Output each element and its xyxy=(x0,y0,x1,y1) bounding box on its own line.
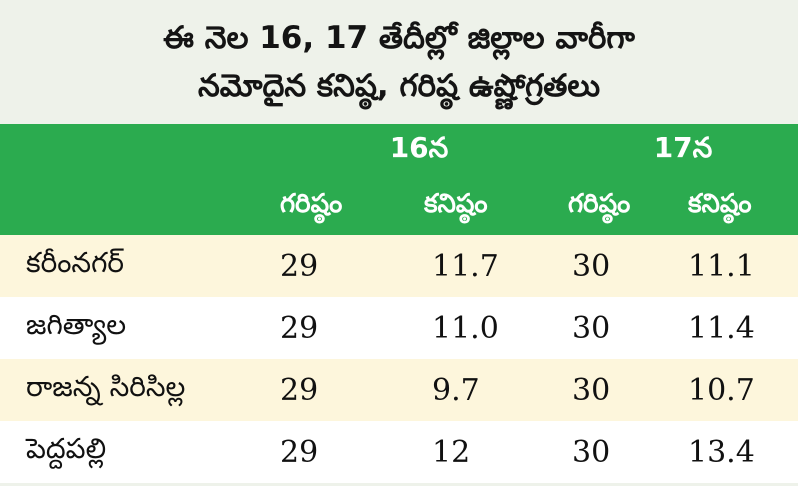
max-16-value: 29 xyxy=(280,310,319,346)
max-17-value: 30 xyxy=(572,310,611,346)
district-name: కరీంనగర్ xyxy=(26,246,125,279)
min-17-value: 10.7 xyxy=(688,372,755,408)
min-16-value: 12 xyxy=(432,434,471,470)
district-name: రాజన్న సిరిసిల్ల xyxy=(26,370,186,403)
header-max-16: గరిష్ఠం xyxy=(280,188,343,219)
header-min-16: కనిష్ఠం xyxy=(424,188,488,219)
min-16-value: 11.7 xyxy=(432,248,499,284)
table-header: 16న 17న గరిష్ఠం కనిష్ఠం గరిష్ఠం కనిష్ఠం xyxy=(0,124,798,235)
max-16-value: 29 xyxy=(280,372,319,408)
max-17-value: 30 xyxy=(572,434,611,470)
max-17-value: 30 xyxy=(572,372,611,408)
header-max-17: గరిష్ఠం xyxy=(568,188,631,219)
title-line-2: నమోదైన కనిష్ఠ, గరిష్ఠ ఉష్ణోగ్రతలు xyxy=(197,68,601,104)
header-blank-2 xyxy=(0,178,270,235)
table-row: పెద్దపల్లి 29 12 30 13.4 xyxy=(0,421,798,483)
min-16-value: 9.7 xyxy=(432,372,480,408)
header-blank xyxy=(0,124,270,178)
table-row: కరీంనగర్ 29 11.7 30 11.1 xyxy=(0,235,798,297)
min-17-value: 11.4 xyxy=(688,310,755,346)
header-min-17: కనిష్ఠం xyxy=(688,188,752,219)
header-day-16: 16న xyxy=(389,131,449,164)
max-17-value: 30 xyxy=(572,248,611,284)
table-row: రాజన్న సిరిసిల్ల 29 9.7 30 10.7 xyxy=(0,359,798,421)
temperature-table: 16న 17న గరిష్ఠం కనిష్ఠం గరిష్ఠం కనిష్ఠం … xyxy=(0,124,798,483)
district-name: జగిత్యాల xyxy=(26,308,127,341)
min-16-value: 11.0 xyxy=(432,310,499,346)
max-16-value: 29 xyxy=(280,248,319,284)
district-name: పెద్దపల్లి xyxy=(26,432,107,465)
table-row: జగిత్యాల 29 11.0 30 11.4 xyxy=(0,297,798,359)
title-line-1: ఈ నెల 16, 17 తేదీల్లో జిల్లాల వారీగా xyxy=(163,20,635,56)
max-16-value: 29 xyxy=(280,434,319,470)
header-day-17: 17న xyxy=(653,131,713,164)
min-17-value: 11.1 xyxy=(688,248,755,284)
min-17-value: 13.4 xyxy=(688,434,755,470)
title-block: ఈ నెల 16, 17 తేదీల్లో జిల్లాల వారీగా నమో… xyxy=(0,0,798,124)
